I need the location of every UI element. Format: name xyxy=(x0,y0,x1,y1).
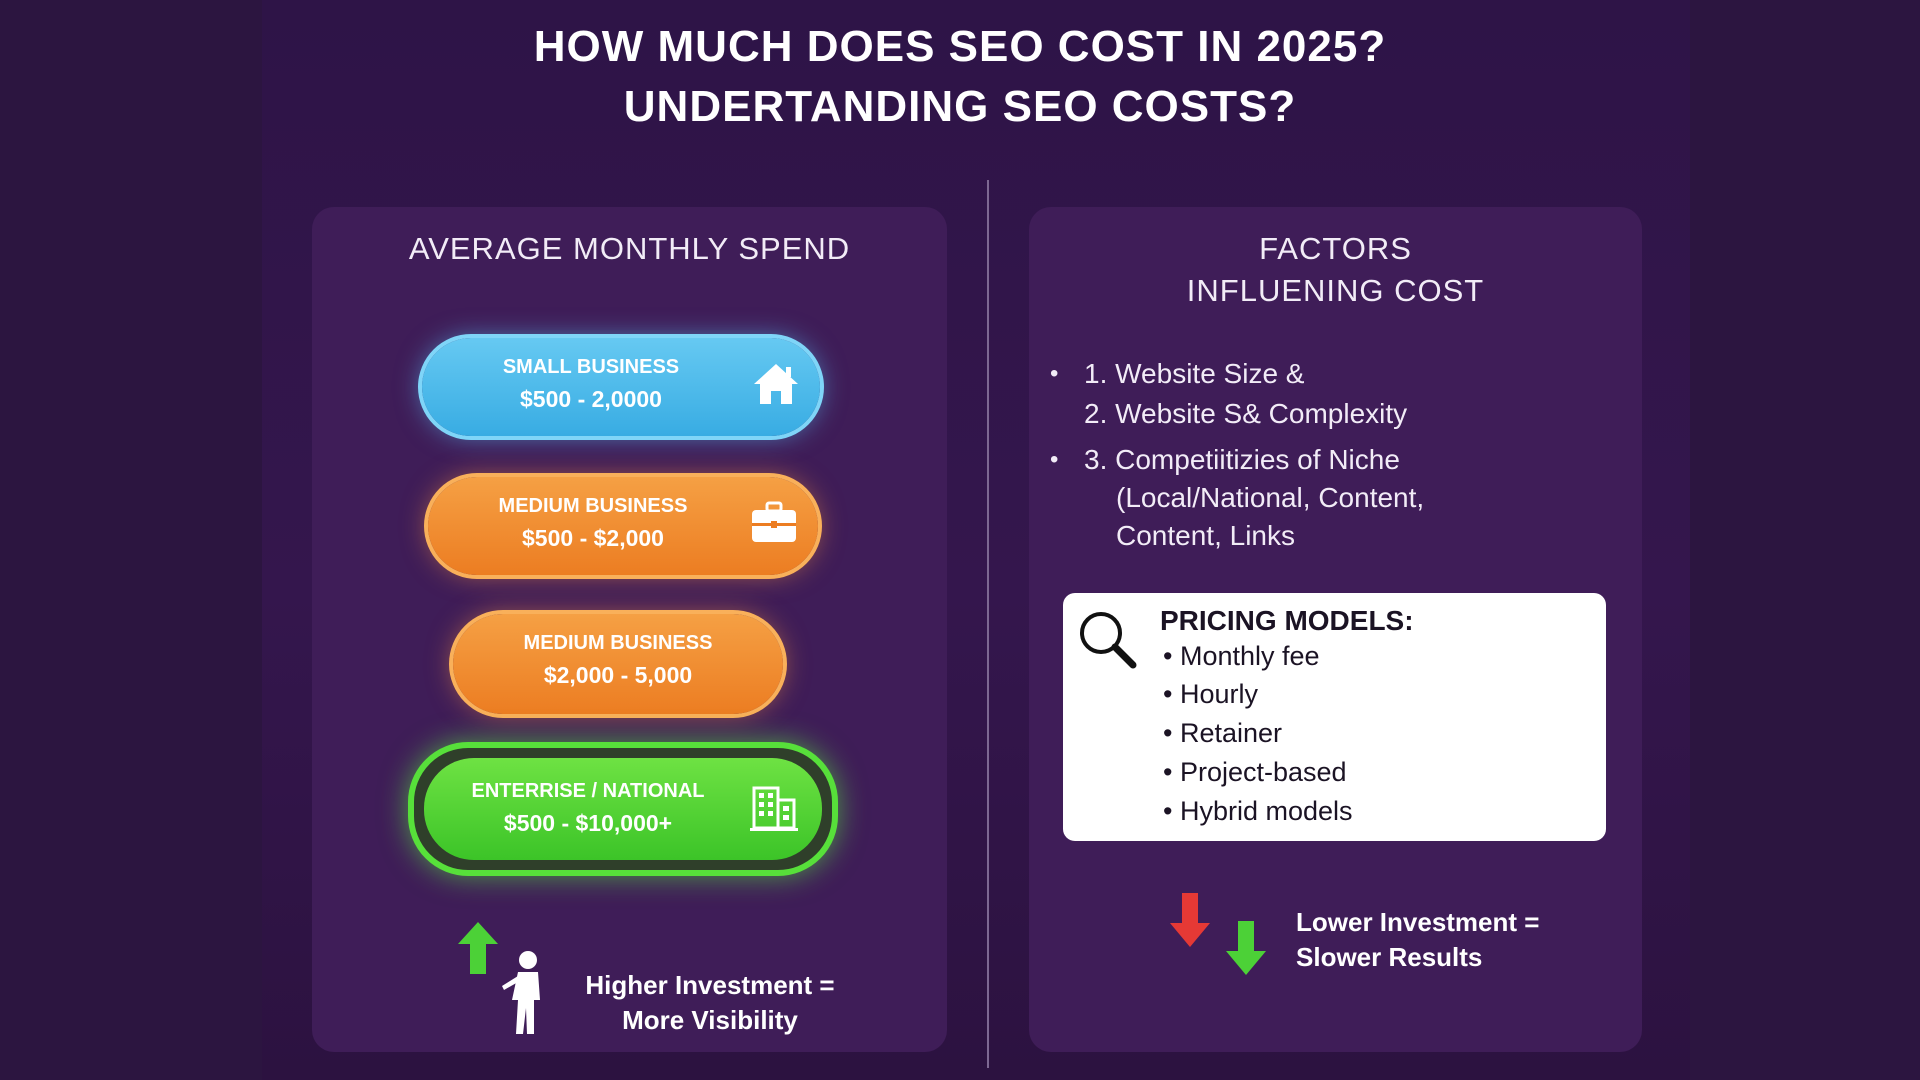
building-icon xyxy=(750,786,798,831)
factor-line: 3. Competiitizies of Niche xyxy=(1084,444,1400,475)
tier-name: MEDIUM BUSINESS xyxy=(523,632,713,654)
lower-investment-line1: Lower Investment = xyxy=(1296,907,1540,937)
arrow-up-icon xyxy=(458,922,498,974)
factor-line: (Local/National, Content, xyxy=(1116,482,1425,513)
tier-range: $500 - $2,000 xyxy=(522,525,664,551)
factors-heading-line2: INFLUENING COST xyxy=(1186,273,1485,308)
pricing-item-label: Hourly xyxy=(1179,679,1258,709)
tier-small-business: SMALL BUSINESS $500 - 2,0000 xyxy=(422,338,820,436)
tier-medium-business-2: MEDIUM BUSINESS $2,000 - 5,000 xyxy=(453,614,783,714)
tier-name: SMALL BUSINESS xyxy=(502,356,680,378)
page-title-line2: UNDERTANDING SEO COSTS? xyxy=(623,82,1297,131)
tier-enterprise-national: ENTERRISE / NATIONAL $500 - $10,000+ xyxy=(424,758,822,860)
factors-heading-line1: FACTORS xyxy=(1259,231,1412,266)
lower-investment-line2: Slower Results xyxy=(1296,942,1483,972)
tier-medium-business-1: MEDIUM BUSINESS $500 - $2,000 xyxy=(428,477,818,575)
pricing-item: • Hourly xyxy=(1163,679,1258,709)
bullet-dot: • xyxy=(1050,360,1059,387)
higher-investment-line1: Higher Investment = xyxy=(585,970,835,1000)
bullet-dot: • xyxy=(1050,446,1059,473)
pricing-item-label: Project-based xyxy=(1179,757,1347,787)
pricing-item-label: Hybrid models xyxy=(1179,796,1353,826)
tier-range: $500 - $10,000+ xyxy=(503,810,673,836)
tier-name: ENTERRISE / NATIONAL xyxy=(471,780,705,802)
pricing-item-label: Retainer xyxy=(1179,718,1283,748)
tier-range: $500 - 2,0000 xyxy=(520,386,662,412)
page-title-line1: HOW MUCH DOES SEO COST IN 2025? xyxy=(533,22,1387,71)
pricing-models-card: PRICING MODELS: • Monthly fee • Hourly •… xyxy=(1063,593,1606,841)
factor-line: Content, Links xyxy=(1116,520,1295,551)
pricing-models-title: PRICING MODELS: xyxy=(1160,605,1414,636)
arrow-down-green-icon xyxy=(1226,921,1266,975)
briefcase-icon xyxy=(752,501,796,542)
house-icon xyxy=(754,364,798,404)
higher-investment-note: Higher Investment = More Visibility xyxy=(560,970,860,1036)
factor-line: 1. Website Size & xyxy=(1084,358,1305,389)
pricing-item: • Project-based xyxy=(1163,757,1347,787)
lower-investment-note: Lower Investment = Slower Results xyxy=(1296,907,1596,973)
center-divider xyxy=(987,180,989,1068)
pricing-item-label: Monthly fee xyxy=(1179,641,1320,671)
arrow-down-red-icon xyxy=(1170,893,1210,947)
average-spend-heading: AVERAGE MONTHLY SPEND xyxy=(408,231,851,266)
tier-name: MEDIUM BUSINESS xyxy=(498,495,688,517)
tier-range: $2,000 - 5,000 xyxy=(543,662,693,688)
person-icon xyxy=(502,951,540,1034)
magnifier-icon xyxy=(1080,612,1137,669)
factor-line: 2. Website S& Complexity xyxy=(1084,398,1408,429)
pricing-item: • Monthly fee xyxy=(1163,641,1320,671)
pricing-item: • Retainer xyxy=(1163,718,1283,748)
pricing-item: • Hybrid models xyxy=(1163,796,1353,826)
higher-investment-line2: More Visibility xyxy=(622,1005,798,1035)
